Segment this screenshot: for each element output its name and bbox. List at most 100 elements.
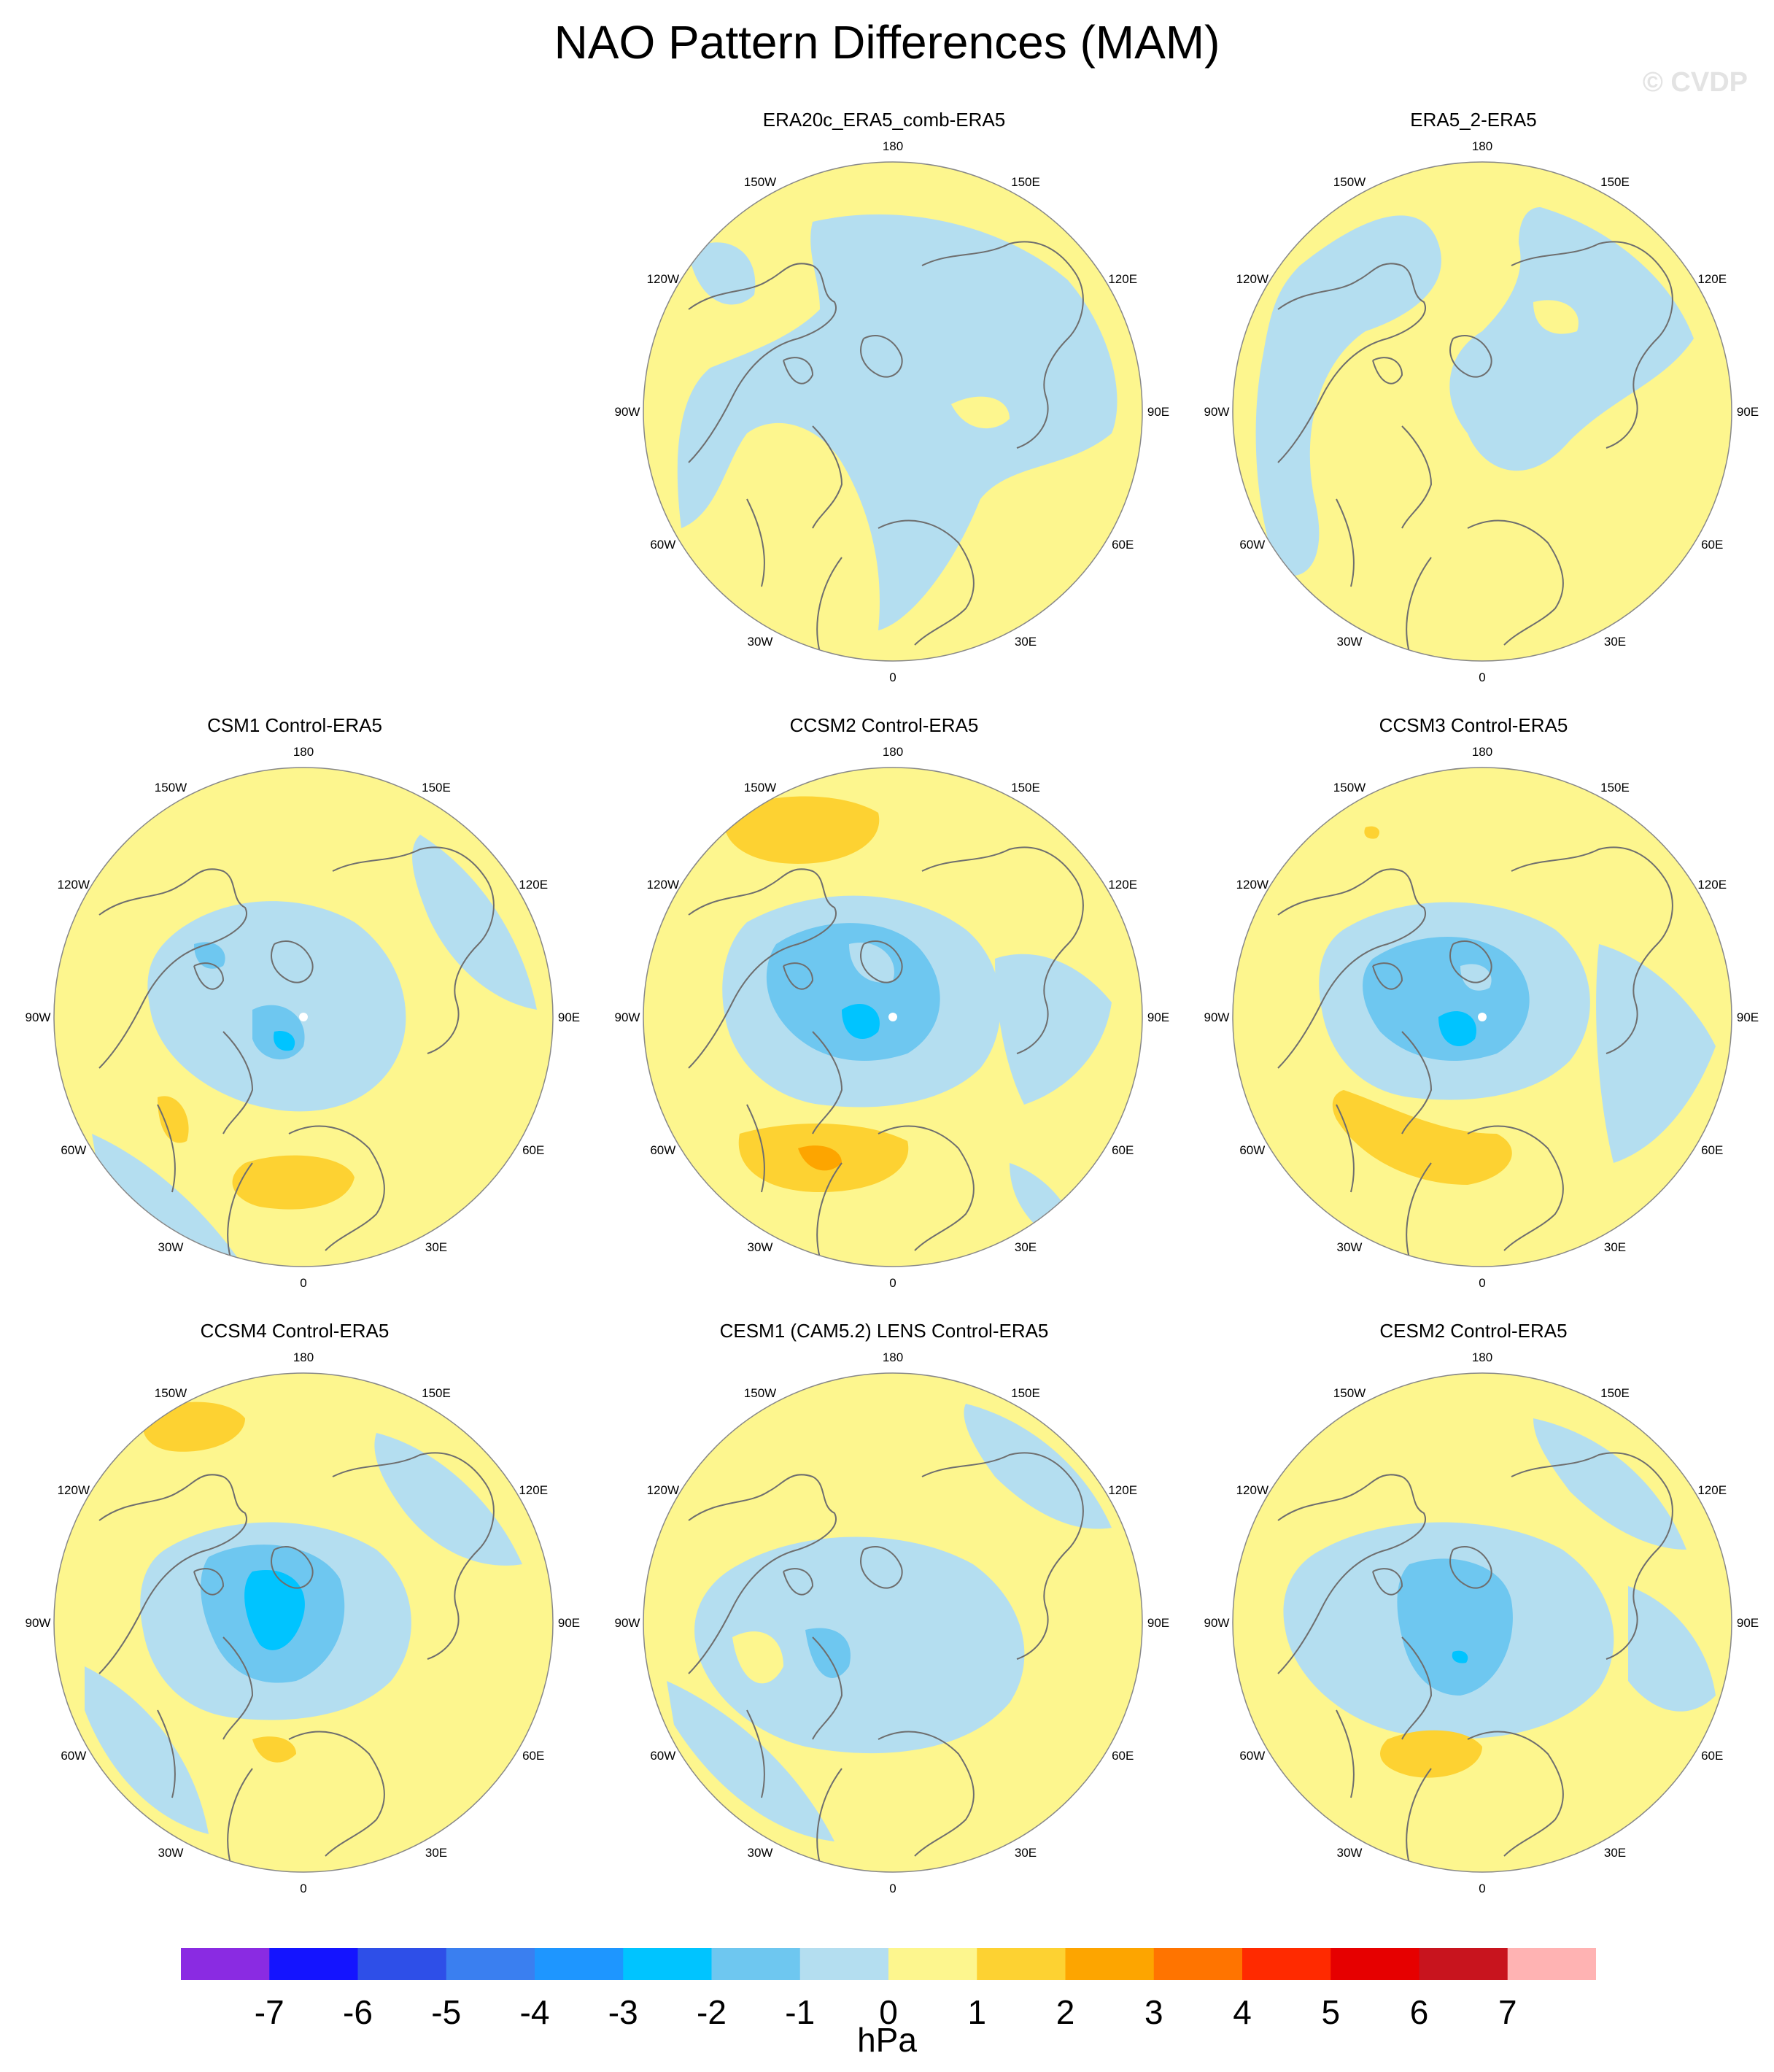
coastline — [271, 1546, 314, 1589]
coastline — [157, 1709, 176, 1798]
longitude-label: 150W — [1333, 175, 1366, 189]
coastline — [193, 962, 225, 990]
panel-title: CSM1 Control-ERA5 — [207, 714, 382, 736]
longitude-label: 150E — [422, 1386, 451, 1400]
coastline — [1277, 868, 1426, 1069]
coastline — [688, 263, 837, 463]
longitude-label: 0 — [300, 1276, 306, 1290]
figure-title: NAO Pattern Differences (MAM) — [554, 16, 1220, 69]
colorbar-unit: hPa — [857, 2021, 917, 2059]
longitude-label: 180 — [883, 139, 903, 153]
coastline — [271, 940, 314, 983]
longitude-label: 90W — [1204, 405, 1230, 419]
longitude-label: 30W — [158, 1846, 184, 1860]
longitude-label: 90W — [1204, 1616, 1230, 1630]
longitude-label: 0 — [1479, 1276, 1485, 1290]
longitude-label: 60E — [1701, 538, 1723, 552]
coastline — [1406, 557, 1432, 653]
colorbar-box — [181, 1948, 270, 1980]
anomaly-region — [244, 1570, 305, 1650]
longitude-label: 180 — [1472, 139, 1492, 153]
coastline — [222, 1636, 254, 1740]
anomaly-region — [1449, 207, 1694, 471]
longitude-label: 120E — [1697, 272, 1727, 286]
coastline — [1401, 425, 1433, 529]
longitude-label: 120E — [1697, 878, 1727, 892]
colorbar-tick-label: 4 — [1233, 1993, 1252, 2031]
coastline — [1449, 335, 1492, 378]
longitude-label: 30E — [425, 1240, 447, 1254]
longitude-label: 60W — [650, 1143, 675, 1157]
colorbar: -7 -6 -5 -4 -3 -2 -1 0 1 2 3 4 5 6 7 — [181, 1948, 1596, 2031]
polar-map: 180 150E 120E 90E 60E 30E 0 30W 60W 90W 120W 150W — [1204, 745, 1759, 1290]
coastline — [332, 846, 495, 1054]
polar-map: 180 150E 120E 90E 60E 30E 0 30W 60W 90W 120W 150W — [1204, 1350, 1759, 1895]
longitude-label: 150E — [1600, 1386, 1630, 1400]
longitude-label: 0 — [1479, 670, 1485, 684]
longitude-label: 180 — [883, 1350, 903, 1364]
coastline — [860, 335, 903, 378]
coastline — [1406, 1768, 1432, 1864]
panel-title: CCSM2 Control-ERA5 — [789, 714, 979, 736]
longitude-label: 120E — [519, 878, 548, 892]
longitude-label: 90W — [615, 1010, 640, 1024]
map-border — [1232, 767, 1732, 1267]
pole-marker — [888, 1013, 897, 1021]
anomaly-region — [232, 1155, 355, 1210]
cvdp-watermark: © CVDP — [1642, 67, 1748, 98]
longitude-label: 120E — [1697, 1483, 1727, 1497]
longitude-label: 30W — [1337, 1846, 1363, 1860]
longitude-label: 90E — [1147, 405, 1169, 419]
colorbar-tick-label: -7 — [255, 1993, 284, 2031]
longitude-label: 90E — [1147, 1010, 1169, 1024]
longitude-label: 60E — [1112, 1749, 1134, 1763]
anomaly-region — [1628, 1586, 1716, 1712]
coastline — [816, 1162, 843, 1259]
colorbar-tick-label: 6 — [1410, 1993, 1429, 2031]
anomaly-region — [1452, 1650, 1468, 1663]
map-panel-ccsm3: CCSM3 Control-ERA5 180 150E 120E 90E 60E 30E 0 3… — [1179, 714, 1768, 1297]
longitude-label: 30W — [158, 1240, 184, 1254]
longitude-label: 150W — [1333, 781, 1366, 795]
coastline — [1401, 1031, 1433, 1134]
longitude-label: 180 — [883, 745, 903, 759]
map-panel-era20c: ERA20c_ERA5_comb-ERA5 180 150E 120E 90E 60E 30… — [589, 108, 1179, 692]
polar-map: 180 150E 120E 90E 60E 30E 0 30W 60W 90W 120W 150W — [615, 1350, 1170, 1895]
anomaly-region — [1255, 215, 1441, 576]
longitude-label: 60W — [61, 1749, 86, 1763]
coastline — [746, 498, 765, 587]
coastline — [1277, 1474, 1426, 1674]
longitude-label: 60E — [1112, 1143, 1134, 1157]
panel-title: CESM2 Control-ERA5 — [1379, 1320, 1568, 1342]
longitude-label: 60E — [1701, 1749, 1723, 1763]
anomaly-region — [766, 923, 940, 1061]
anomaly-region — [689, 242, 756, 305]
longitude-label: 180 — [293, 745, 314, 759]
map-panel-ccsm4: CCSM4 Control-ERA5 180 150E 120E 90E 60E 30E 0 3… — [0, 1319, 589, 1903]
colorbar-box — [799, 1948, 889, 1980]
colorbar-tick-label: 2 — [1056, 1993, 1075, 2031]
polar-map: 180 150E 120E 90E 60E 30E 0 30W 60W 90W 120W 150W — [615, 139, 1170, 684]
longitude-label: 150E — [1011, 781, 1040, 795]
longitude-label: 90E — [1737, 1616, 1759, 1630]
polar-map: 180 150E 120E 90E 60E 30E 0 30W 60W 90W 120W 150W — [1204, 139, 1759, 684]
longitude-label: 0 — [889, 1882, 896, 1895]
polar-map: 180 150E 120E 90E 60E 30E 0 30W 60W 90W 120W 150W — [26, 1350, 581, 1895]
colorbar-box — [446, 1948, 535, 1980]
colorbar-box — [623, 1948, 712, 1980]
longitude-label: 30E — [1015, 635, 1037, 649]
coastline — [1511, 846, 1673, 1054]
longitude-label: 150W — [155, 1386, 187, 1400]
colorbar-box — [1507, 1948, 1596, 1980]
longitude-label: 90E — [558, 1010, 580, 1024]
longitude-label: 90E — [1737, 405, 1759, 419]
longitude-label: 30W — [748, 1846, 773, 1860]
coastline — [921, 241, 1084, 449]
longitude-label: 30W — [1337, 1240, 1363, 1254]
anomaly-region — [724, 796, 880, 864]
longitude-label: 30E — [1604, 635, 1626, 649]
longitude-label: 120W — [647, 1483, 679, 1497]
longitude-label: 0 — [889, 1276, 896, 1290]
longitude-label: 120W — [1236, 1483, 1268, 1497]
longitude-label: 30E — [1604, 1846, 1626, 1860]
